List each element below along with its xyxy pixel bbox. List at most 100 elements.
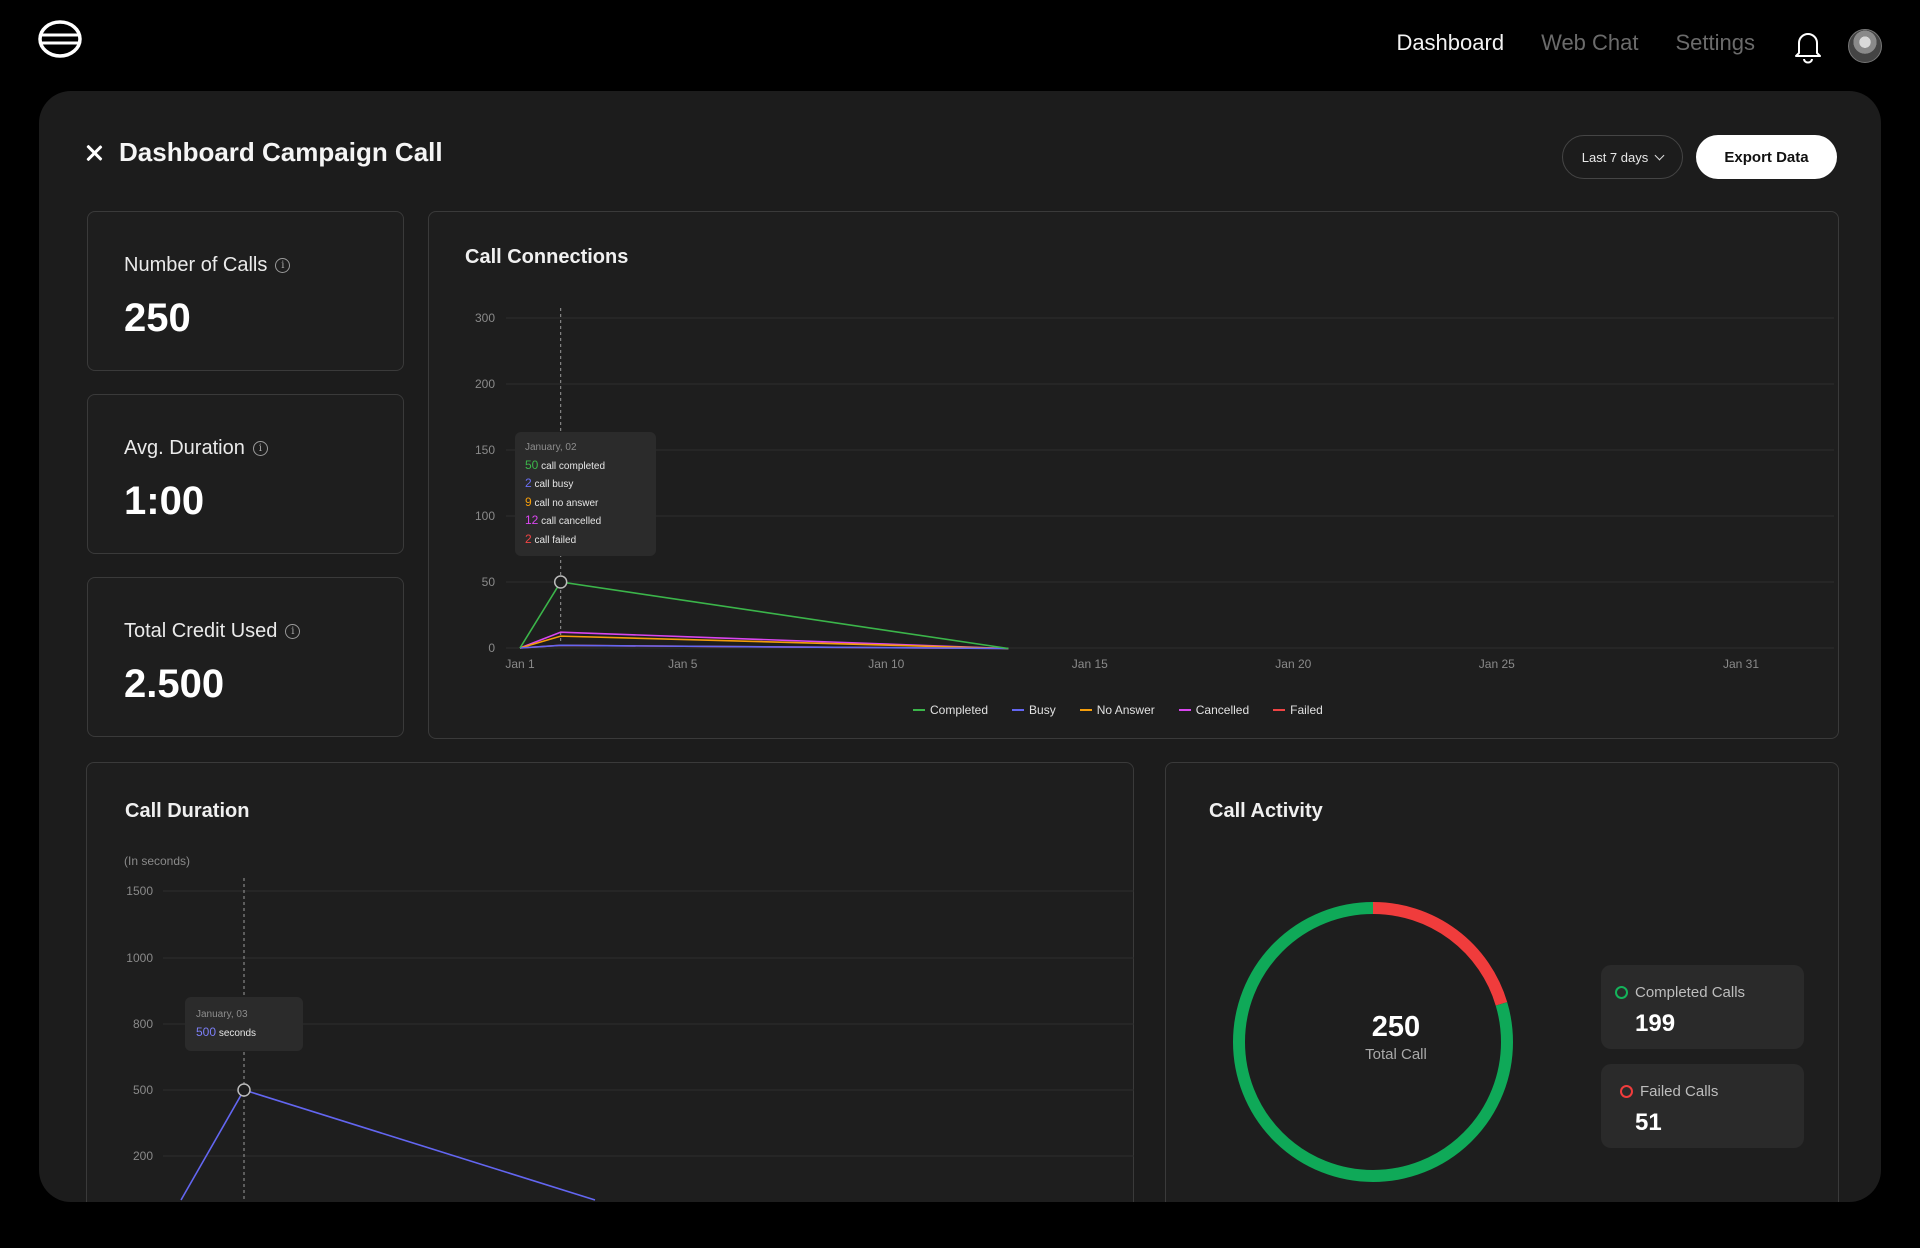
- tooltip-row: 2 call failed: [525, 531, 646, 550]
- tooltip-row: 2 call busy: [525, 475, 646, 494]
- legend-swatch: [1012, 709, 1025, 711]
- x-tick-label: Jan 1: [505, 657, 535, 671]
- stat-label-text: Avg. Duration: [124, 437, 245, 459]
- series-line-completed: [519, 581, 1009, 650]
- main-nav: Dashboard Web Chat Settings: [1396, 30, 1755, 56]
- tooltip-text: call busy: [531, 479, 574, 490]
- legend-label: Completed: [930, 703, 989, 717]
- completed-calls-box: Completed Calls 199: [1601, 965, 1804, 1049]
- x-tick-label: Jan 20: [1275, 657, 1311, 671]
- tooltip-text: call no answer: [531, 497, 599, 509]
- y-tick-label: 500: [133, 1083, 153, 1097]
- x-tick-label: Jan 5: [668, 657, 698, 671]
- donut-total-label: Total Call: [1365, 1046, 1427, 1063]
- stat-label: Avg. Duration i: [124, 437, 268, 460]
- top-nav-bar: Dashboard Web Chat Settings: [0, 0, 1920, 90]
- legend-swatch: [1079, 709, 1092, 711]
- stat-card-number-of-calls: Number of Calls i 250: [87, 211, 404, 371]
- call-connections-chart: 0 50 100 150 200 300 Jan 1 Jan 5 Jan 10 Jan 15 Jan…: [475, 308, 1834, 671]
- legend-swatch: [1178, 709, 1191, 711]
- tooltip-date: January, 03: [196, 1009, 248, 1020]
- legend-item[interactable]: Failed: [1273, 703, 1323, 717]
- export-data-button[interactable]: Export Data: [1696, 135, 1837, 179]
- failed-calls-box: Failed Calls 51: [1601, 1064, 1804, 1148]
- stat-label-text: Number of Calls: [124, 254, 268, 276]
- date-range-select[interactable]: Last 7 days: [1562, 135, 1683, 179]
- call-activity-title: Call Activity: [1209, 800, 1323, 822]
- x-tick-label: Jan 31: [1723, 657, 1759, 671]
- duration-series-line: [180, 1089, 596, 1201]
- page-title: Dashboard Campaign Call: [119, 137, 443, 167]
- y-tick-label: 300: [475, 311, 495, 325]
- y-tick-label: 50: [482, 575, 496, 589]
- nav-settings[interactable]: Settings: [1675, 30, 1756, 55]
- call-duration-chart: (In seconds) 200 500 800 1000 1500: [124, 854, 1134, 1202]
- stat-label: Total Credit Used i: [124, 620, 301, 643]
- completed-calls-value: 199: [1635, 1010, 1676, 1037]
- donut-center: 250 Total Call: [1316, 1011, 1476, 1063]
- failed-calls-label: Failed Calls: [1640, 1083, 1719, 1100]
- tooltip-value: 2: [525, 476, 532, 490]
- stat-label-text: Total Credit Used: [124, 620, 278, 642]
- tooltip-text: call cancelled: [538, 516, 602, 527]
- legend-label: Failed: [1290, 703, 1323, 717]
- y-tick-label: 0: [488, 641, 495, 655]
- stat-value: 2.500: [124, 662, 225, 706]
- completed-calls-label: Completed Calls: [1635, 984, 1746, 1001]
- tooltip-text: call completed: [538, 460, 606, 472]
- info-icon[interactable]: i: [252, 441, 268, 456]
- call-activity-donut: [1233, 902, 1513, 1182]
- stat-value: 250: [124, 296, 191, 340]
- nav-dashboard[interactable]: Dashboard: [1396, 30, 1505, 55]
- y-tick-label: 800: [133, 1017, 153, 1031]
- tooltip-value: 500: [196, 1024, 217, 1039]
- y-tick-label: 100: [475, 509, 495, 523]
- series-line-busy: [519, 644, 1009, 650]
- y-tick-label: 200: [475, 377, 495, 391]
- bell-icon[interactable]: [1792, 28, 1824, 64]
- y-tick-label: 1000: [126, 951, 153, 965]
- info-icon[interactable]: i: [285, 624, 301, 639]
- tooltip-text: call failed: [531, 534, 577, 546]
- stat-card-total-credit: Total Credit Used i 2.500: [87, 577, 404, 737]
- legend-item[interactable]: No Answer: [1079, 703, 1155, 717]
- legend-label: No Answer: [1096, 703, 1155, 717]
- y-tick-label: 150: [475, 443, 495, 457]
- tooltip-value: 9: [525, 494, 532, 509]
- legend-label: Cancelled: [1195, 703, 1250, 717]
- call-duration-title: Call Duration: [125, 800, 250, 822]
- series-line-no-answer: [519, 635, 1009, 650]
- failed-calls-value: 51: [1635, 1109, 1662, 1136]
- avatar[interactable]: [1848, 29, 1882, 63]
- info-icon[interactable]: i: [275, 258, 291, 273]
- donut-segment-completed: [1233, 902, 1513, 1182]
- y-axis-unit-label: (In seconds): [124, 854, 190, 868]
- series-line-cancelled: [519, 631, 1009, 650]
- y-tick-label: 200: [133, 1149, 153, 1163]
- legend-swatch: [913, 709, 925, 711]
- panel-header: Dashboard Campaign Call: [83, 137, 443, 168]
- y-tick-label: 1500: [126, 884, 153, 898]
- dashboard-panel: Dashboard Campaign Call Last 7 days Expo…: [39, 91, 1881, 1202]
- nav-web-chat[interactable]: Web Chat: [1541, 30, 1639, 55]
- red-dot-icon: [1620, 1085, 1633, 1098]
- legend-item[interactable]: Busy: [1012, 703, 1056, 717]
- legend-item[interactable]: Completed: [913, 703, 988, 717]
- tooltip-row: 50 call completed: [525, 457, 646, 476]
- logo-icon[interactable]: [36, 18, 84, 60]
- stat-label: Number of Calls i: [124, 254, 291, 277]
- legend-item[interactable]: Cancelled: [1178, 703, 1250, 717]
- legend-swatch: [1273, 709, 1286, 711]
- tooltip-text: seconds: [218, 1027, 257, 1039]
- stat-card-avg-duration: Avg. Duration i 1:00: [87, 394, 404, 554]
- x-tick-label: Jan 10: [868, 657, 904, 671]
- tooltip-date: January, 02: [525, 442, 577, 453]
- legend-label: Busy: [1029, 703, 1056, 717]
- tooltip-value: 50: [525, 457, 539, 472]
- tooltip-value: 12: [525, 513, 539, 527]
- close-icon[interactable]: [83, 142, 105, 164]
- x-tick-label: Jan 15: [1072, 657, 1108, 671]
- connections-tooltip: January, 02 50 call completed 2 call busy…: [515, 432, 656, 556]
- green-dot-icon: [1615, 986, 1628, 999]
- chevron-down-icon: [1654, 150, 1665, 160]
